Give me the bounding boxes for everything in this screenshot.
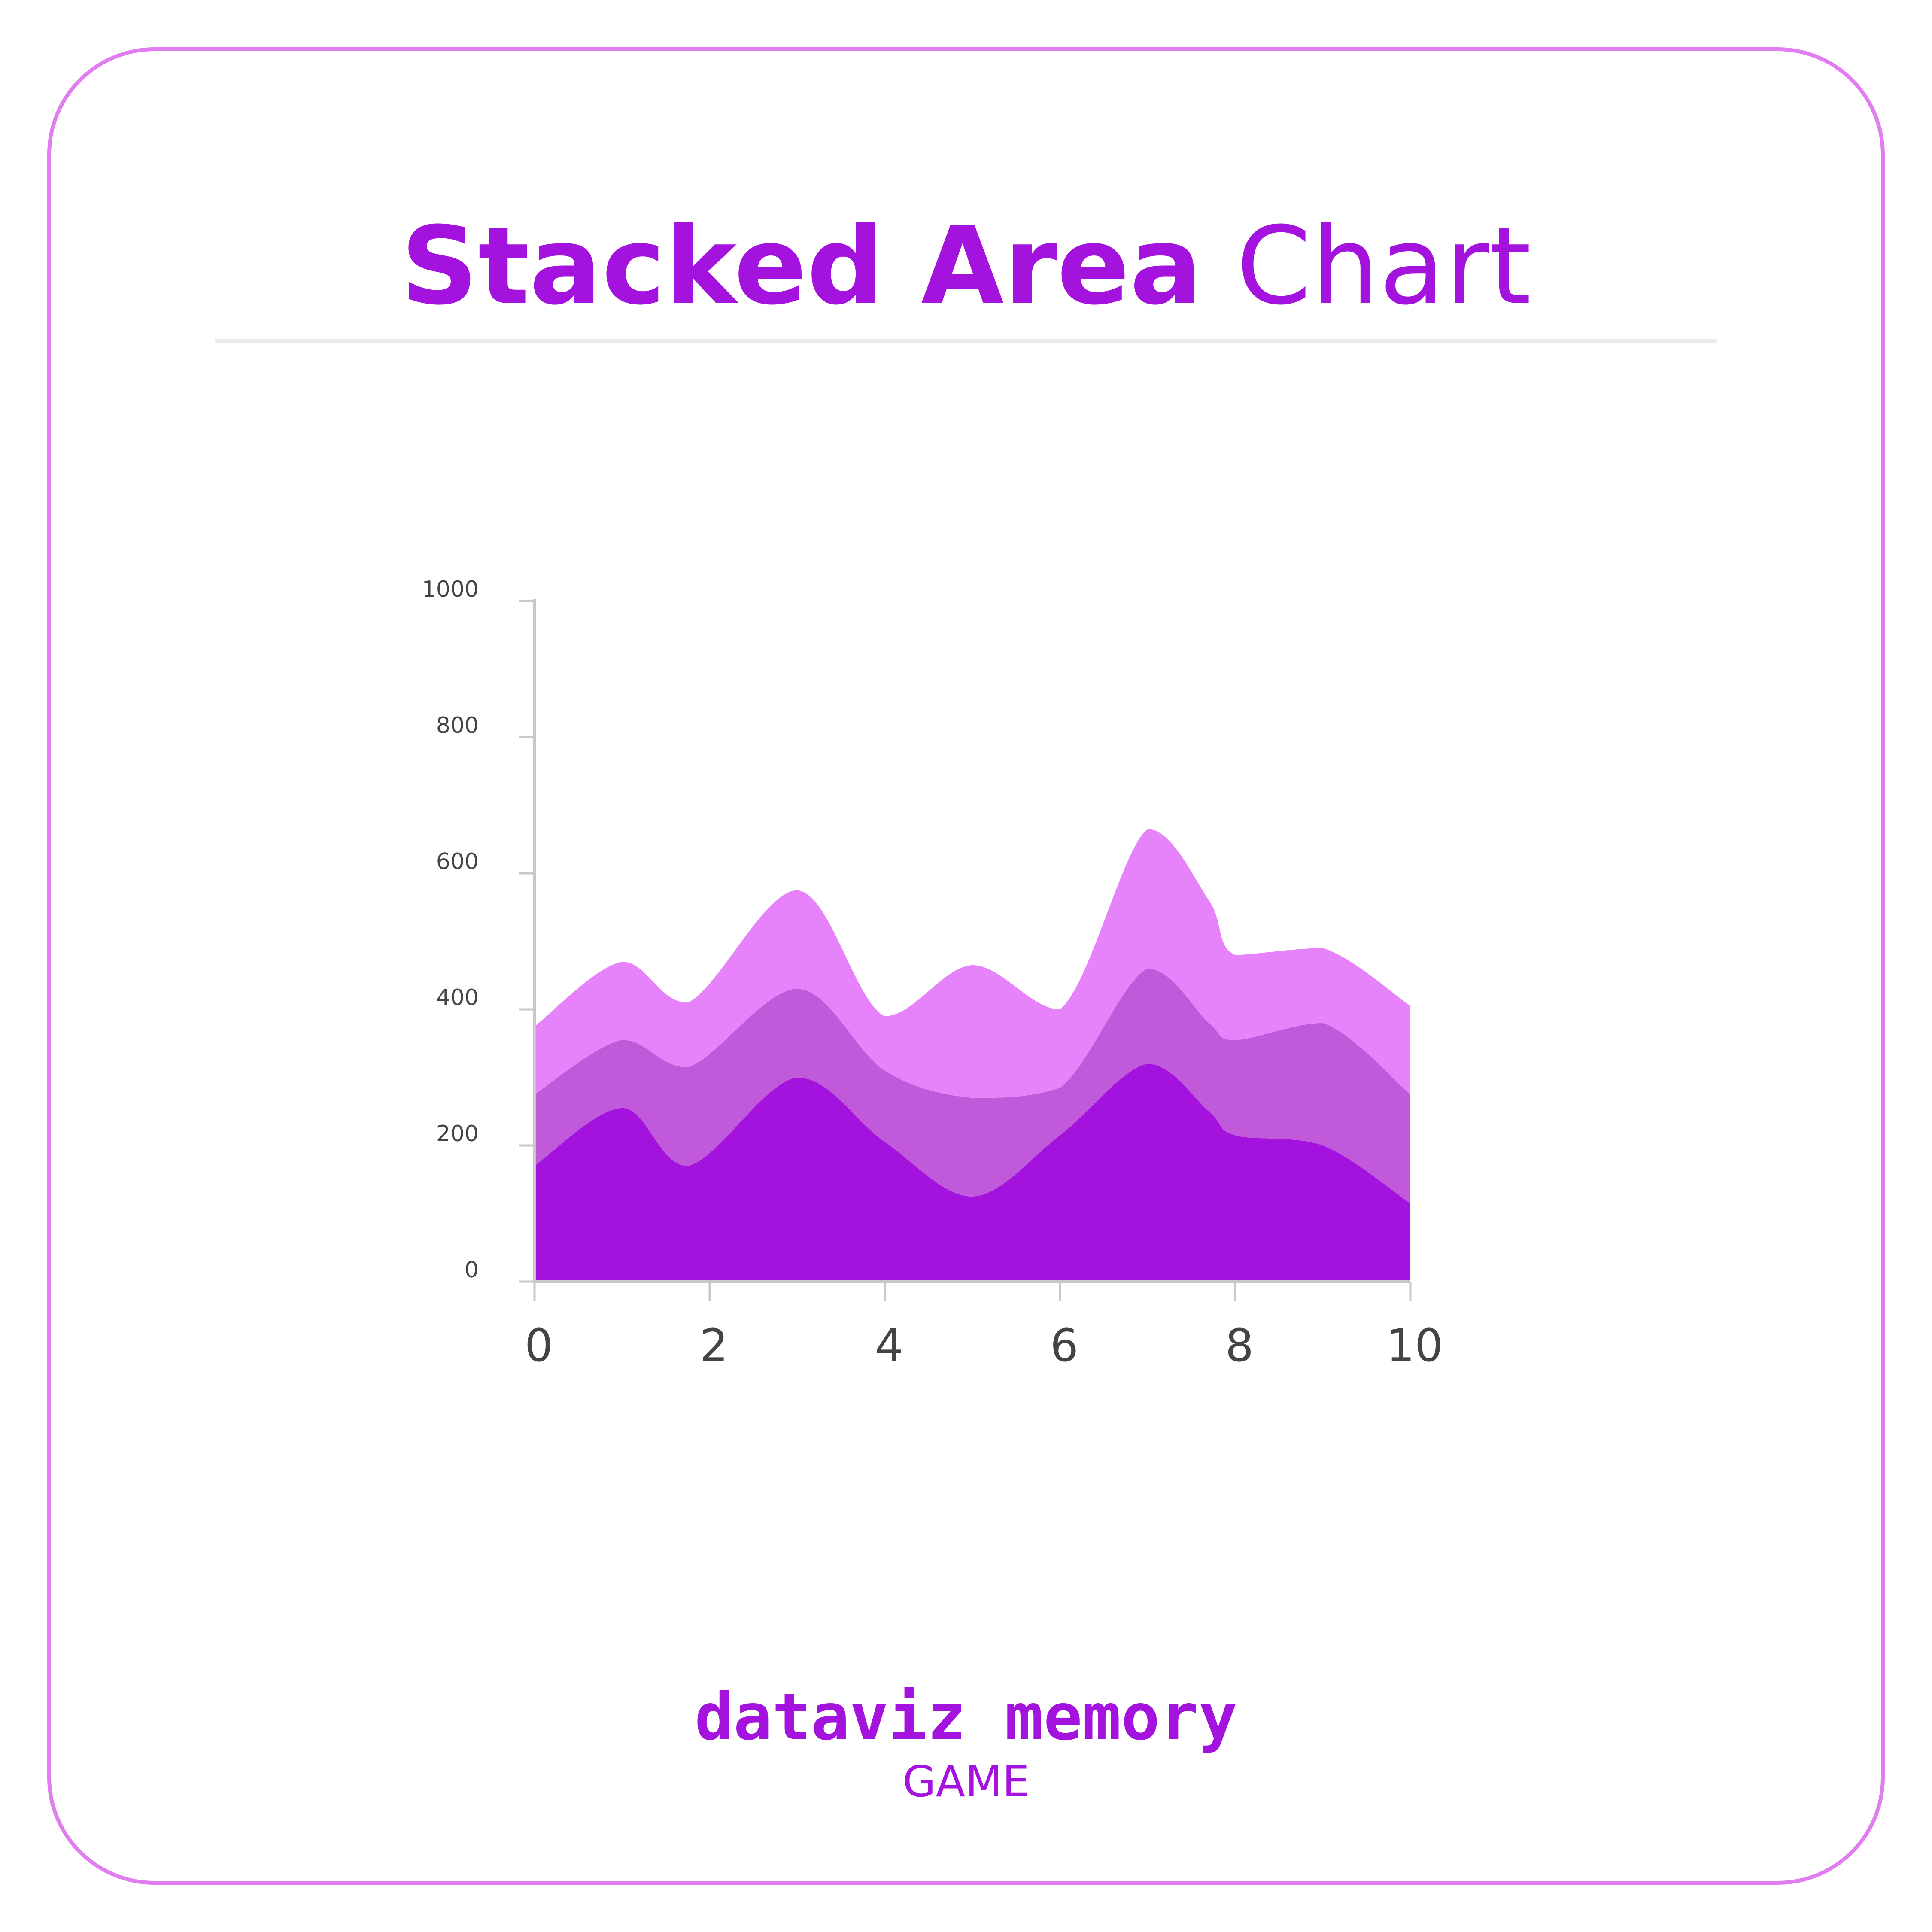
chart-title: Stacked Area Chart xyxy=(0,202,1932,331)
y-tick-label: 800 xyxy=(436,713,479,738)
x-tick-label: 8 xyxy=(1225,1319,1254,1372)
x-tick-label: 10 xyxy=(1386,1319,1443,1372)
footer-subtitle: GAME xyxy=(902,1756,1030,1807)
area-layers xyxy=(535,829,1410,1282)
title-divider xyxy=(215,339,1717,343)
x-tick-label: 6 xyxy=(1050,1319,1078,1372)
x-tick-label: 0 xyxy=(525,1319,553,1372)
footer-brand: dataviz memory xyxy=(694,1680,1238,1755)
chart-title-bold: Stacked Area xyxy=(401,204,1203,328)
y-axis-ticks: 0 200 400 600 800 1000 xyxy=(422,577,535,1283)
y-tick-label: 0 xyxy=(465,1257,479,1283)
y-tick-label: 200 xyxy=(436,1121,479,1147)
y-tick-label: 1000 xyxy=(422,577,479,602)
area-series-2 xyxy=(535,968,1410,1203)
x-tick-label: 4 xyxy=(875,1319,903,1372)
card-frame xyxy=(47,47,1885,1885)
y-tick-label: 400 xyxy=(436,985,479,1011)
chart-axes xyxy=(533,599,1410,1283)
x-tick-label: 2 xyxy=(700,1319,728,1372)
y-tick-label: 600 xyxy=(436,849,479,875)
area-series-3 xyxy=(535,829,1410,1098)
area-series-1 xyxy=(535,1063,1410,1282)
x-axis-ticks: 0 2 4 6 8 10 xyxy=(525,1282,1443,1372)
chart-title-light: Chart xyxy=(1236,204,1531,328)
